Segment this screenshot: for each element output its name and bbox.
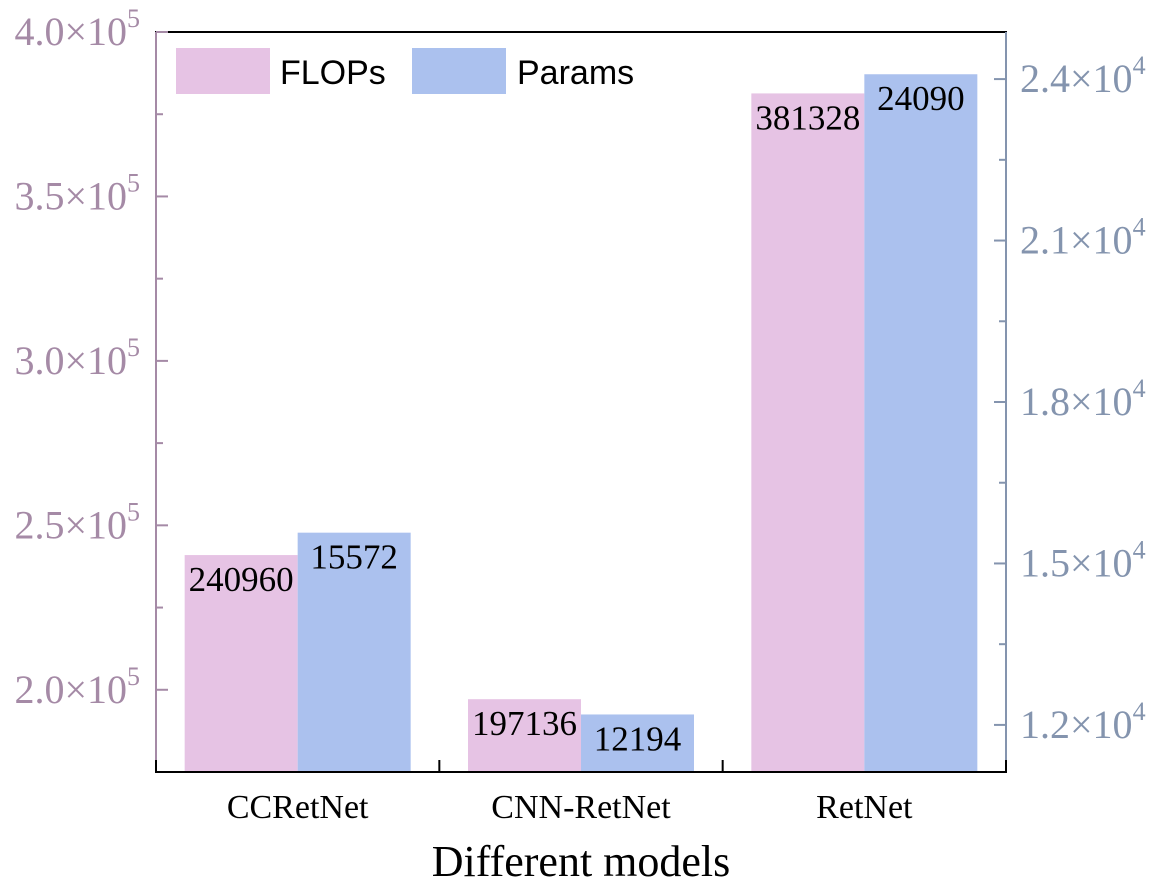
left-tick-label-1: 2.5×105: [14, 497, 140, 547]
bars-layer: [184, 74, 978, 773]
data-label-flops-1: 197136: [472, 704, 577, 743]
data-labels-layer: 240960 197136 381328 15572 12194 24090: [189, 79, 965, 758]
left-tick-label-0: 2.0×105: [14, 662, 140, 712]
data-label-params-1: 12194: [594, 719, 682, 758]
data-label-flops-2: 381328: [755, 98, 860, 137]
right-tick-label-4: 2.4×104: [1020, 51, 1146, 101]
legend-label-flops: FLOPs: [280, 54, 386, 92]
left-axis: 2.0×105 2.5×105 3.0×105 3.5×105 4.0×105: [14, 4, 168, 712]
legend-swatch-params: [412, 48, 506, 94]
x-axis: CCRetNet CNN-RetNet RetNet: [155, 760, 1007, 826]
bar-params-1: [581, 714, 694, 772]
x-axis-title: Different models: [432, 837, 731, 886]
data-label-params-0: 15572: [310, 538, 398, 577]
left-tick-label-4: 4.0×105: [14, 4, 140, 54]
bar-flops-1: [468, 699, 581, 772]
right-axis: 1.2×104 1.5×104 1.8×104 2.1×104 2.4×104: [994, 51, 1146, 747]
legend-label-params: Params: [517, 54, 634, 92]
data-label-flops-0: 240960: [189, 560, 294, 599]
right-tick-label-2: 1.8×104: [1020, 374, 1146, 424]
bar-params-2: [864, 74, 978, 773]
left-tick-label-2: 3.0×105: [14, 333, 140, 383]
data-label-params-2: 24090: [877, 79, 965, 118]
x-category-label-2: RetNet: [816, 789, 913, 826]
left-tick-label-3: 3.5×105: [14, 168, 140, 218]
bar-flops-0: [184, 555, 298, 772]
bar-params-0: [297, 532, 411, 772]
x-category-label-0: CCRetNet: [227, 789, 369, 826]
legend: FLOPs Params: [176, 48, 634, 94]
right-tick-label-0: 1.2×104: [1020, 697, 1146, 747]
x-category-label-1: CNN-RetNet: [491, 789, 671, 826]
legend-swatch-flops: [176, 48, 270, 94]
bar-flops-2: [751, 93, 865, 772]
right-tick-label-3: 2.1×104: [1020, 213, 1146, 263]
right-tick-label-1: 1.5×104: [1020, 535, 1146, 585]
